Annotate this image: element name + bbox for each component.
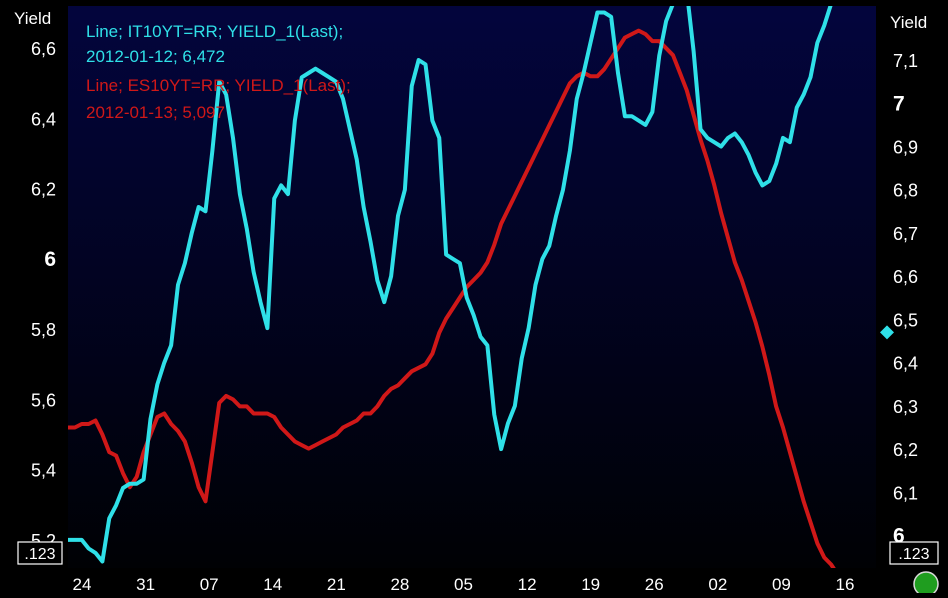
left-tick-label: 5,8	[31, 320, 56, 340]
legend-es10-line2: 2012-01-13; 5,097	[86, 103, 225, 122]
right-corner-value-box: .123	[889, 541, 939, 565]
left-axis: 6,66,46,265,85,65,45,2	[31, 39, 56, 551]
green-status-circle-icon[interactable]	[913, 571, 939, 597]
right-tick-label: 6,6	[893, 267, 918, 287]
left-tick-label: 6,2	[31, 180, 56, 200]
left-axis-unit: Yield	[14, 9, 51, 28]
right-tick-label: 6,2	[893, 440, 918, 460]
right-tick-label: 6,7	[893, 224, 918, 244]
right-corner-value: .123	[898, 546, 929, 563]
right-tick-label: 6,4	[893, 354, 918, 374]
series-line-it10yt-rr[interactable]	[68, 0, 838, 564]
x-tick-label: 16	[836, 575, 855, 593]
x-tick-label: 07	[200, 575, 219, 593]
series-layer	[68, 0, 838, 575]
x-tick-label: 12	[518, 575, 537, 593]
last-value-marker-icon	[880, 325, 894, 340]
left-corner-value: .123	[24, 546, 55, 563]
right-tick-label: 7	[893, 92, 905, 115]
marker-layer	[880, 325, 894, 340]
x-tick-label: 24	[73, 575, 92, 593]
left-tick-label: 5,4	[31, 461, 56, 481]
x-tick-label: 14	[263, 575, 282, 593]
series-line-es10yt-rr[interactable]	[68, 28, 838, 575]
x-tick-label: 28	[390, 575, 409, 593]
right-tick-label: 7,1	[893, 51, 918, 71]
right-tick-label: 6,8	[893, 181, 918, 201]
right-tick-label: 6,9	[893, 138, 918, 158]
right-tick-label: 6,5	[893, 310, 918, 330]
legend: Line; IT10YT=RR; YIELD_1(Last); 2012-01-…	[86, 22, 351, 122]
legend-es10-line1: Line; ES10YT=RR; YIELD_1(Last);	[86, 76, 351, 95]
plot-area	[68, 6, 876, 568]
x-tick-label: 31	[136, 575, 155, 593]
x-tick-label: 26	[645, 575, 664, 593]
x-tick-label: 09	[772, 575, 791, 593]
legend-it10-line2: 2012-01-12; 6,472	[86, 47, 225, 66]
x-tick-label: 05	[454, 575, 473, 593]
left-tick-label: 6,6	[31, 39, 56, 59]
right-tick-label: 6,3	[893, 397, 918, 417]
legend-it10-line1: Line; IT10YT=RR; YIELD_1(Last);	[86, 22, 343, 41]
x-tick-label: 19	[581, 575, 600, 593]
left-corner-value-box: .123	[17, 541, 63, 565]
right-axis: 7,1 7 6,9 6,8 6,7 6,6 6,5 6,4 6,3 6,2 6,1 6	[893, 51, 918, 548]
right-tick-label: 6	[893, 525, 905, 548]
right-tick-label: 6,1	[893, 483, 918, 503]
x-tick-label: 21	[327, 575, 346, 593]
left-tick-label: 6	[44, 248, 56, 271]
left-tick-label: 5,6	[31, 390, 56, 410]
right-axis-unit: Yield	[890, 13, 927, 32]
left-tick-label: 6,4	[31, 109, 56, 129]
x-tick-label: 02	[708, 575, 727, 593]
x-axis: 24 31 07 14 21 28 05 12 19 26 02 09 16	[73, 575, 855, 594]
